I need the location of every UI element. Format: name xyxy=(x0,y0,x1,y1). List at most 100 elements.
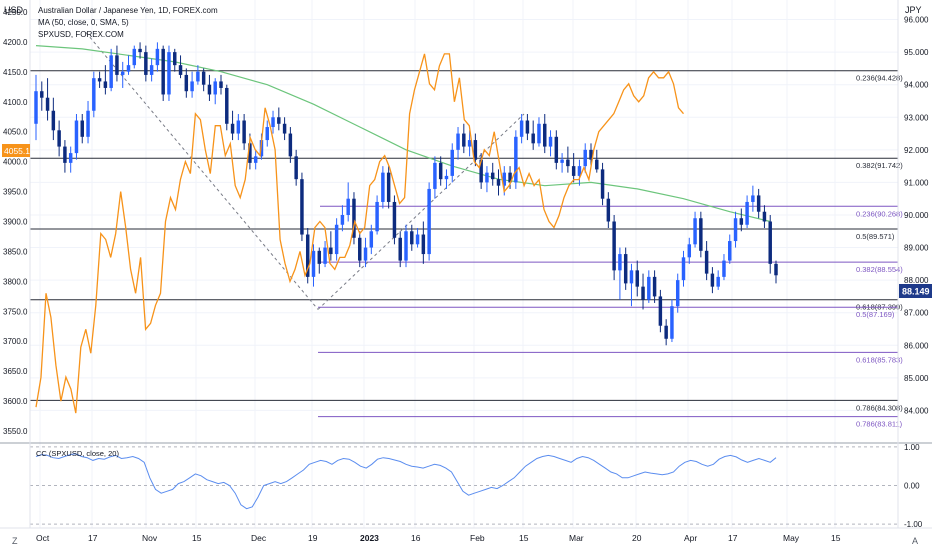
candle-body xyxy=(248,143,252,163)
candle-body xyxy=(473,140,478,160)
left-axis-tick-label: 3800.0 xyxy=(3,277,28,286)
candle-body xyxy=(369,231,374,248)
fib-level-label: 0.382(91.742) xyxy=(856,161,903,170)
candle-body xyxy=(323,247,327,264)
candle-body xyxy=(149,65,154,75)
spx-price-tag xyxy=(2,144,30,157)
candle-body xyxy=(467,140,472,147)
candle-body xyxy=(490,172,495,180)
right-axis-tick-label: 95.000 xyxy=(904,48,929,57)
candlestick-series xyxy=(34,42,778,346)
right-axis-ticks: 96.000 95.000 94.000 93.000 92.000 91.000 90.0… xyxy=(904,16,929,416)
right-axis-tick-label: 91.000 xyxy=(904,178,929,187)
chart-title[interactable]: Australian Dollar / Japanese Yen, 1D, FO… xyxy=(38,6,218,15)
candle-body xyxy=(641,286,645,300)
candle-body xyxy=(386,172,391,202)
left-axis-tick-label: 4100.0 xyxy=(3,98,28,107)
candle-body xyxy=(525,120,530,134)
time-axis-tick-label: 15 xyxy=(519,533,529,543)
candle-body xyxy=(404,231,408,261)
candle-body xyxy=(317,250,322,264)
candle-body xyxy=(600,169,605,199)
time-axis-tick-label: Dec xyxy=(251,533,267,543)
fib-level-label: 0.786(84.308) xyxy=(856,403,903,412)
candle-body xyxy=(392,201,397,238)
candle-body xyxy=(571,166,576,176)
candle-body xyxy=(138,48,142,53)
candle-body xyxy=(514,136,518,183)
last-price-tag xyxy=(899,284,932,298)
spx-study-label[interactable]: SPXUSD, FOREX.COM xyxy=(38,30,124,39)
candle-body xyxy=(294,156,298,180)
candle-body xyxy=(733,218,738,242)
candle-body xyxy=(664,325,668,339)
candle-body xyxy=(109,55,113,88)
time-axis-tick-label: Apr xyxy=(684,533,697,543)
oscillator-label[interactable]: CC (SPXUSD, close, 20) xyxy=(36,449,119,458)
right-axis-tick-label: 90.000 xyxy=(904,211,929,220)
fibonacci-levels[interactable]: 0.236(94.428) 0.382(91.742) 0.5(89.571) 0.6… xyxy=(30,70,903,429)
candle-body xyxy=(265,127,269,141)
fib-level-label: 0.236(94.428) xyxy=(856,74,903,83)
candle-body xyxy=(739,218,744,225)
time-axis-tick-label: May xyxy=(783,533,800,543)
left-axis-tick-label: 3900.0 xyxy=(3,218,28,227)
candle-body xyxy=(728,241,732,261)
candle-body xyxy=(566,159,570,167)
candle-body xyxy=(438,162,443,180)
last-price-tag-label: 88.149 xyxy=(902,287,930,297)
trend-lines[interactable] xyxy=(85,32,525,310)
candle-body xyxy=(242,120,246,144)
candle-body xyxy=(381,172,385,202)
right-axis-tick-label: 92.000 xyxy=(904,146,929,155)
ma-study-label[interactable]: MA (50, close, 0, SMA, 5) xyxy=(38,18,129,27)
oscillator-axis-ticks: 1.00 0.00 -1.00 xyxy=(904,443,923,529)
candle-body xyxy=(51,110,56,131)
left-axis-tick-label: 4050.0 xyxy=(3,128,28,137)
candle-body xyxy=(577,166,582,176)
time-axis-tick-label: Mar xyxy=(569,533,584,543)
candle-body xyxy=(340,214,345,225)
fib-anchor-line xyxy=(85,32,319,310)
candle-body xyxy=(647,276,651,300)
main-grid xyxy=(30,0,898,528)
right-axis-tick-label: 89.000 xyxy=(904,244,929,253)
right-axis-tick-label: 88.000 xyxy=(904,276,929,285)
candle-body xyxy=(201,71,206,85)
candle-body xyxy=(560,159,564,163)
fib-level-label: 0.618(85.783) xyxy=(856,355,903,364)
candle-body xyxy=(34,91,38,124)
candle-body xyxy=(68,153,73,163)
fib-level-label: 0.786(83.811) xyxy=(856,420,903,429)
left-axis-tick-label: 4250.0 xyxy=(3,8,28,17)
candle-body xyxy=(120,71,125,75)
time-axis-tick-label: 15 xyxy=(831,533,841,543)
zoom-button[interactable]: Z xyxy=(12,536,18,546)
candle-body xyxy=(277,117,281,124)
auto-scale-button[interactable]: A xyxy=(912,536,918,546)
candle-body xyxy=(300,179,304,235)
candle-body xyxy=(589,149,593,160)
candle-body xyxy=(519,120,524,137)
candle-body xyxy=(196,71,200,82)
candle-body xyxy=(456,133,460,150)
candle-body xyxy=(670,306,674,339)
fib-anchor-line xyxy=(317,113,525,310)
candle-body xyxy=(132,48,137,66)
right-axis-tick-label: 94.000 xyxy=(904,81,929,90)
right-axis-tick-label: 93.000 xyxy=(904,113,929,122)
candle-body xyxy=(63,146,67,163)
candle-body xyxy=(531,133,535,144)
candle-body xyxy=(768,221,772,264)
candle-body xyxy=(722,260,726,277)
candle-body xyxy=(623,254,628,284)
candle-body xyxy=(329,247,333,255)
candle-body xyxy=(410,231,414,245)
candle-body xyxy=(305,234,310,277)
candle-body xyxy=(751,195,755,202)
right-currency-label: JPY xyxy=(905,5,922,15)
candle-body xyxy=(311,250,316,277)
time-axis-tick-label: Nov xyxy=(142,533,158,543)
right-axis-tick-label: 84.000 xyxy=(904,406,929,415)
